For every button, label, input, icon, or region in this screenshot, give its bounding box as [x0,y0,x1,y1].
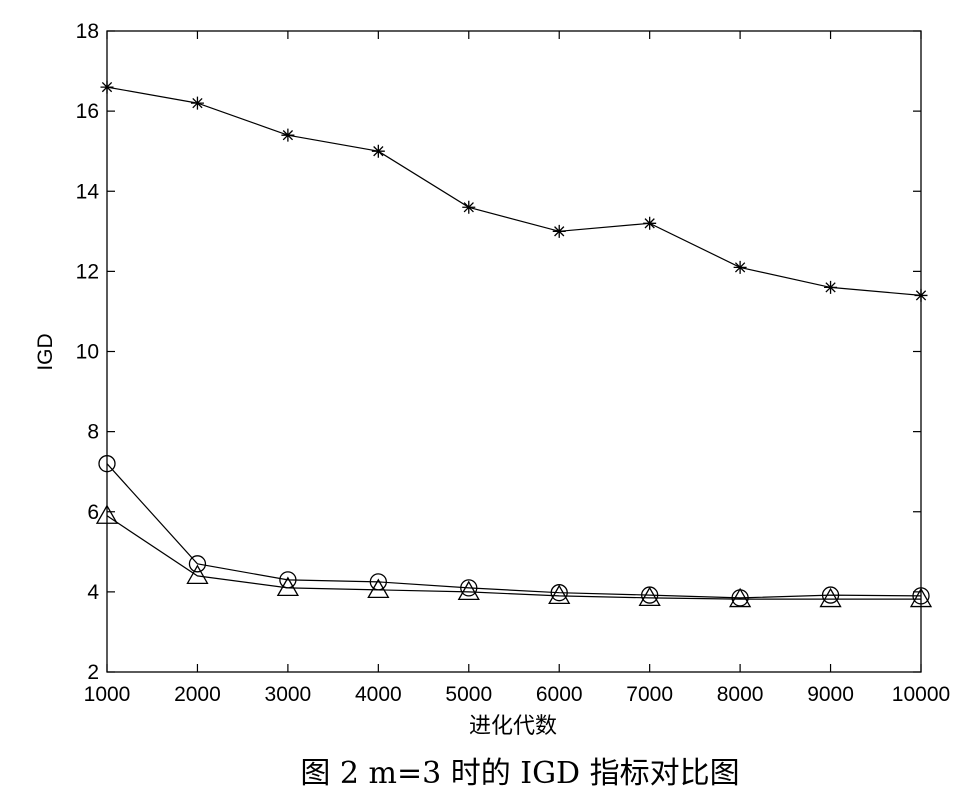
y-tick-label: 4 [87,581,99,604]
data-point-circle [821,586,840,604]
data-point-triangle [95,504,119,524]
y-tick-label: 8 [87,421,99,444]
data-point-star [552,224,566,238]
data-point-triangle [819,587,842,608]
y-tick-label: 2 [87,661,99,684]
y-axis-label: IGD [34,333,57,370]
data-point-triangle [276,576,300,597]
data-point-triangle [728,587,752,608]
data-point-triangle [548,584,571,605]
y-tick-label: 14 [76,180,100,203]
data-point-triangle [909,587,933,608]
figure-caption: 图 2 m=3 时的 IGD 指标对比图 [300,756,739,791]
data-point-star [281,128,295,142]
data-point-circle [98,455,116,473]
data-point-triangle [186,564,209,584]
series-line-circle [106,463,922,599]
data-point-triangle [367,578,390,599]
data-point-star [190,96,204,110]
data-point-star [100,80,114,94]
x-tick-label: 8000 [717,683,764,706]
x-axis-label: 进化代数 [469,713,557,738]
data-point-star [733,260,747,274]
x-tick-label: 2000 [174,683,221,706]
x-tick-label: 4000 [355,683,402,706]
data-point-triangle [638,586,661,607]
plot-area: 1000 2000 3000 4000 5000 6000 7000 8000 9000 1000… [76,20,951,706]
x-tick-label: 1000 [84,683,131,706]
data-point-circle [188,555,207,573]
x-tick-label: 6000 [536,683,583,706]
y-tick-label: 12 [76,260,99,283]
data-point-circle [460,579,478,597]
x-tick-label: 5000 [445,683,492,706]
series-line-star [106,86,922,296]
x-tick-label: 7000 [626,683,673,706]
y-tick-label: 10 [76,341,99,364]
data-point-star [824,280,838,294]
x-tick-label: 10000 [892,683,950,706]
x-tick-label: 3000 [265,683,312,706]
x-tick-label: 9000 [807,683,854,706]
data-point-triangle [457,580,480,601]
data-point-star [914,288,928,302]
plot-frame [106,30,922,673]
data-point-star [371,144,385,158]
y-tick-label: 16 [76,100,99,123]
y-tick-label: 6 [87,501,99,524]
data-point-star [462,200,476,214]
y-tick-label: 18 [76,20,99,43]
series-line-triangle [106,515,921,600]
data-point-star [643,216,657,230]
